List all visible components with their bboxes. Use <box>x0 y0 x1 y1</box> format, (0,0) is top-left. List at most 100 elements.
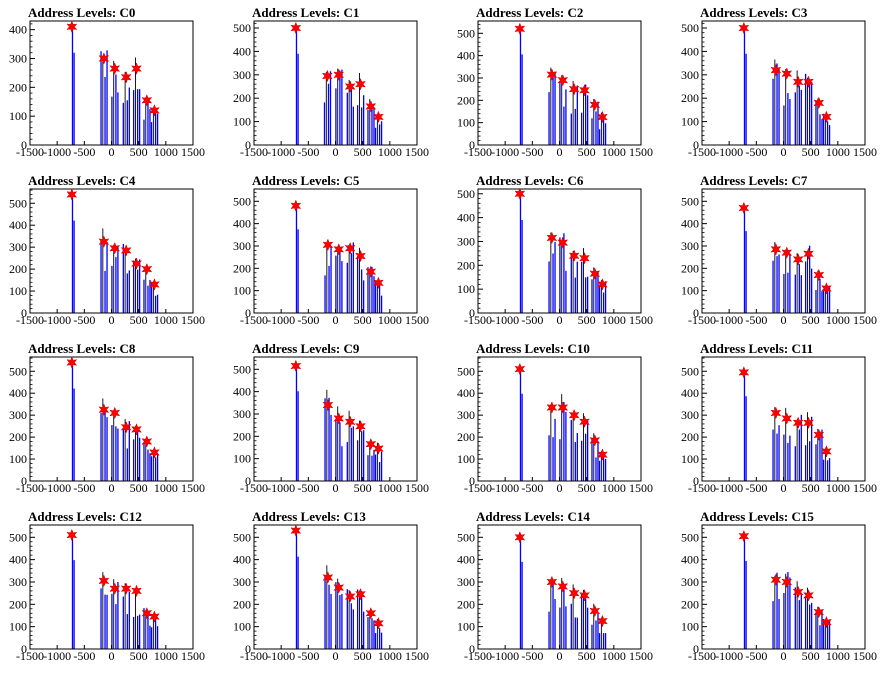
raw-bar <box>358 72 360 145</box>
spectrum-bar <box>552 437 554 481</box>
spectrum-bar <box>73 388 75 481</box>
spectrum-bar <box>115 257 117 313</box>
peak-marker <box>98 574 110 588</box>
spectrum-bar <box>776 572 778 649</box>
y-tick-label: 500 <box>681 21 699 35</box>
spectrum-bar <box>367 617 369 649</box>
x-tick-label: -500 <box>521 313 543 327</box>
y-tick-label: 200 <box>9 597 27 611</box>
peak-marker <box>66 188 78 201</box>
x-tick-label: 0 <box>109 313 115 327</box>
spectrum-bar <box>73 52 75 145</box>
y-tick-label: 500 <box>233 194 251 208</box>
chart-panel-11: Address Levels: C11 0 100 200 300 400 500 -1500… <box>681 341 877 495</box>
y-tick-label: 300 <box>233 407 251 421</box>
spectrum-bar <box>828 125 831 145</box>
spectrum-bar <box>374 282 377 313</box>
spectrum-bar <box>373 450 375 481</box>
x-tick-label: -1000 <box>715 649 743 663</box>
peak-marker <box>322 571 334 584</box>
y-tick-label: 100 <box>681 620 699 634</box>
peak-marker <box>131 584 142 598</box>
spectrum-bar <box>745 231 747 313</box>
spectrum-bar <box>580 440 583 481</box>
spectrum-bar <box>373 276 375 313</box>
x-tick-label: -1000 <box>267 313 295 327</box>
peak-marker <box>589 604 601 618</box>
spectrum-bars <box>519 28 607 145</box>
peak-marker <box>141 94 153 107</box>
raw-bar <box>561 578 563 649</box>
y-tick-label: 400 <box>457 49 475 63</box>
x-tick-label: 1500 <box>181 313 205 327</box>
spectrum-bar <box>591 118 593 145</box>
raw-bar <box>113 244 115 313</box>
y-tick-label: 500 <box>457 530 475 544</box>
y-tick-label: 200 <box>9 430 27 444</box>
spectrum-bar <box>597 441 599 481</box>
x-tick-label: 500 <box>130 481 148 495</box>
y-tick-label: 100 <box>681 284 699 298</box>
peak-marker <box>803 75 814 89</box>
peak-marker <box>557 236 569 249</box>
spectrum-bar <box>808 245 811 313</box>
raw-bar <box>593 267 595 313</box>
x-tick-label: 1500 <box>405 481 429 495</box>
spectrum-bars <box>743 28 831 146</box>
peak-marker <box>333 412 345 425</box>
spectrum-bar <box>595 457 597 481</box>
spectrum-bar <box>147 285 149 313</box>
spectrum-bar <box>295 365 298 481</box>
raw-bar <box>582 589 584 649</box>
spectrum-bar <box>591 624 593 649</box>
chart-panel-7: Address Levels: C70100200300400500-1500-… <box>681 173 877 327</box>
x-tick-label: 500 <box>578 649 596 663</box>
peak-marker <box>148 278 160 291</box>
x-tick-label: 0 <box>333 481 339 495</box>
spectrum-bar <box>554 599 556 649</box>
spectrum-bar <box>335 255 337 313</box>
spectrum-bar <box>378 462 381 481</box>
spectrum-bar <box>356 589 359 649</box>
spectrum-bar <box>772 601 774 649</box>
peak-marker <box>596 278 608 291</box>
spectrum-bar <box>591 438 593 481</box>
y-tick-label: 400 <box>681 553 699 567</box>
y-tick-label: 200 <box>9 262 27 276</box>
x-tick-label: 0 <box>109 481 115 495</box>
y-tick-label: 400 <box>9 386 27 400</box>
spectrum-bar <box>826 624 829 649</box>
spectrum-bar <box>778 599 780 649</box>
spectrum-bar <box>117 92 119 145</box>
y-tick-label: 500 <box>233 362 251 376</box>
spectrum-bar <box>798 264 800 313</box>
raw-bar <box>358 590 360 649</box>
chart-title: Address Levels: C13 <box>252 509 366 524</box>
spectrum-bar <box>604 633 607 649</box>
x-tick-label: 500 <box>354 649 372 663</box>
peak-marker <box>66 528 78 542</box>
spectrum-bar <box>126 614 128 649</box>
y-tick-label: 500 <box>681 530 699 544</box>
raw-bar <box>326 242 328 313</box>
raw-bar <box>326 565 328 649</box>
spectrum-bar <box>335 582 337 649</box>
spectrum-bar <box>100 588 102 649</box>
spectrum-bar <box>576 432 578 481</box>
y-tick-label: 200 <box>681 91 699 105</box>
spectrum-bar <box>73 220 75 313</box>
spectrum-bar <box>380 121 383 145</box>
peak-marker <box>813 268 825 282</box>
spectrum-bar <box>324 575 326 649</box>
spectrum-bar <box>819 625 821 649</box>
peak-marker <box>738 201 750 215</box>
y-tick-label: 200 <box>681 430 699 444</box>
raw-bar <box>785 573 787 649</box>
peak-markers <box>514 22 608 124</box>
x-tick-label: 0 <box>781 649 787 663</box>
x-tick-label: 1500 <box>629 649 653 663</box>
peak-markers <box>66 356 160 459</box>
peak-marker <box>344 415 356 429</box>
spectrum-bar <box>604 123 607 145</box>
y-tick-label: 100 <box>233 452 251 466</box>
